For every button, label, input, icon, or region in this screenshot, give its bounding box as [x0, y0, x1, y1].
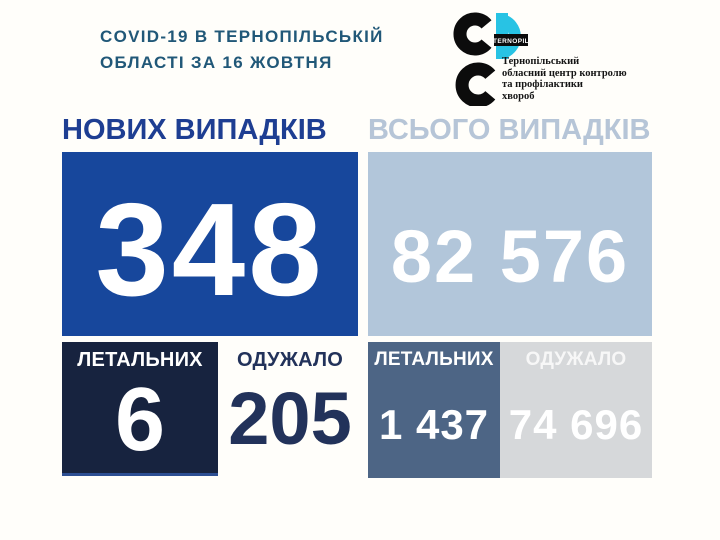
- new-deaths-label: ЛЕТАЛЬНИХ: [77, 349, 203, 371]
- total-cases-box: 82 576: [368, 152, 652, 336]
- org-name-line2: обласний центр контролю: [502, 67, 627, 79]
- org-logo-icon: TERNOPIL: [453, 12, 529, 106]
- heading-new-cases: НОВИХ ВИПАДКІВ: [62, 114, 327, 146]
- total-deaths-value: 1 437: [378, 400, 490, 448]
- new-cases-value: 348: [95, 176, 325, 323]
- new-recovered-label: ОДУЖАЛО: [237, 349, 343, 371]
- org-name: Тернопільський обласний центр контролю т…: [502, 56, 672, 102]
- page-title-line2: ОБЛАСТІ ЗА 16 ЖОВТНЯ: [100, 53, 333, 72]
- total-cases-value: 82 576: [390, 215, 630, 298]
- new-deaths-value: 6: [114, 369, 166, 470]
- total-deaths-card: ЛЕТАЛЬНИХ 1 437: [368, 342, 500, 478]
- new-deaths-card: ЛЕТАЛЬНИХ 6: [62, 342, 218, 476]
- page-title-line1: COVID-19 В ТЕРНОПІЛЬСЬКІЙ: [100, 27, 384, 46]
- org-name-line4: хвороб: [502, 90, 535, 102]
- logo-badge: [494, 34, 528, 46]
- logo-top-c-shape: [453, 12, 492, 56]
- page-title: COVID-19 В ТЕРНОПІЛЬСЬКІЙ ОБЛАСТІ ЗА 16 …: [100, 24, 384, 76]
- heading-total-cases: ВСЬОГО ВИПАДКІВ: [368, 114, 651, 146]
- logo-badge-text: TERNOPIL: [493, 38, 529, 45]
- new-cases-box: 348: [62, 152, 358, 336]
- total-recovered-value: 74 696: [508, 400, 644, 448]
- new-recovered-value: 205: [228, 377, 352, 460]
- new-recovered-card: ОДУЖАЛО 205: [222, 342, 358, 476]
- org-name-line1: Тернопільський: [502, 56, 580, 67]
- org-name-line3: та профілактики: [502, 79, 583, 90]
- logo-bottom-c-shape: [455, 62, 496, 106]
- total-deaths-label: ЛЕТАЛЬНИХ: [374, 349, 494, 370]
- total-recovered-label: ОДУЖАЛО: [525, 349, 627, 370]
- total-recovered-card: ОДУЖАЛО 74 696: [500, 342, 652, 478]
